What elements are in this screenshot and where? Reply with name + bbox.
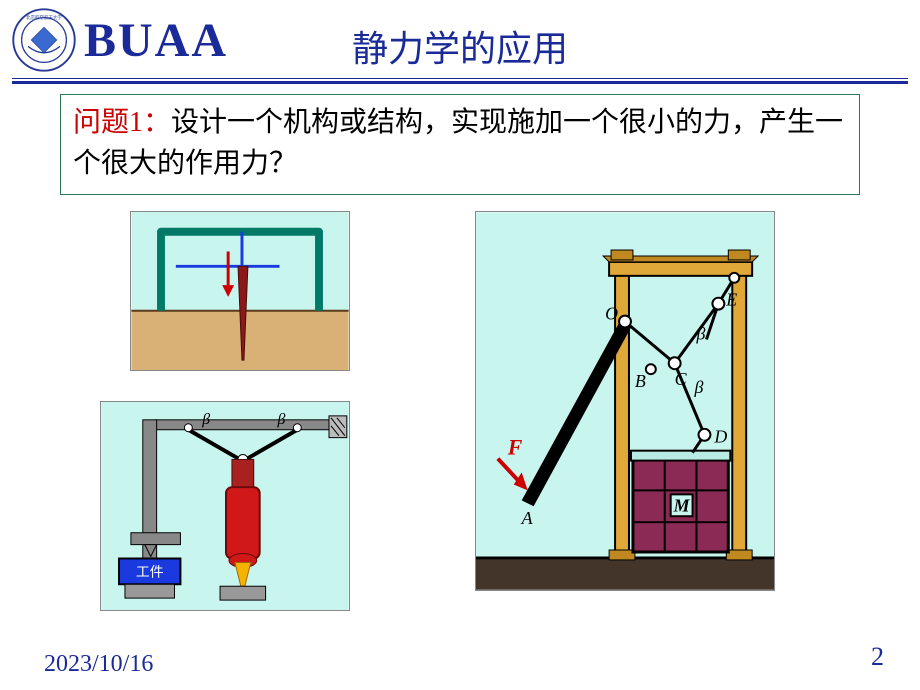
- footer-page-number: 2: [871, 642, 884, 672]
- header: 北京航空航天大学 BUAA 静力学的应用: [0, 0, 920, 76]
- fig3-pt-E: E: [725, 290, 737, 310]
- fig3-pt-B: B: [635, 371, 646, 391]
- fig3-beta-1: β: [696, 324, 706, 344]
- fig3-M-label: M: [673, 495, 691, 515]
- question-label: 问题1：: [73, 107, 171, 138]
- university-logo-icon: 北京航空航天大学: [12, 8, 76, 72]
- svg-text:北京航空航天大学: 北京航空航天大学: [26, 14, 62, 21]
- workpiece-label: 工件: [136, 565, 164, 580]
- fig3-pt-D: D: [713, 427, 727, 447]
- figure-1-frame-spike: [130, 211, 350, 371]
- fig2-beta-left: β: [201, 411, 210, 428]
- press-box: M: [633, 459, 728, 552]
- fig3-pt-A: A: [521, 508, 533, 528]
- fig3-beta-2: β: [694, 377, 704, 397]
- figure-3-lever-press: M: [475, 211, 775, 591]
- fig3-pt-C: C: [675, 369, 688, 389]
- footer-date: 2023/10/16: [44, 651, 153, 678]
- slide-title: 静力学的应用: [352, 20, 568, 72]
- header-rule: [12, 78, 908, 84]
- brand-text: BUAA: [84, 13, 228, 68]
- figures-area: 工件 β β: [0, 211, 920, 631]
- question-box: 问题1：设计一个机构或结构，实现施加一个很小的力，产生一个很大的作用力？: [60, 94, 860, 195]
- figure-2-clamp-mechanism: 工件 β β: [100, 401, 350, 611]
- question-text: 设计一个机构或结构，实现施加一个很小的力，产生一个很大的作用力？: [73, 107, 843, 179]
- fig3-F-label: F: [507, 436, 523, 460]
- fig3-pt-O: O: [605, 304, 618, 324]
- fig2-beta-right: β: [276, 411, 285, 428]
